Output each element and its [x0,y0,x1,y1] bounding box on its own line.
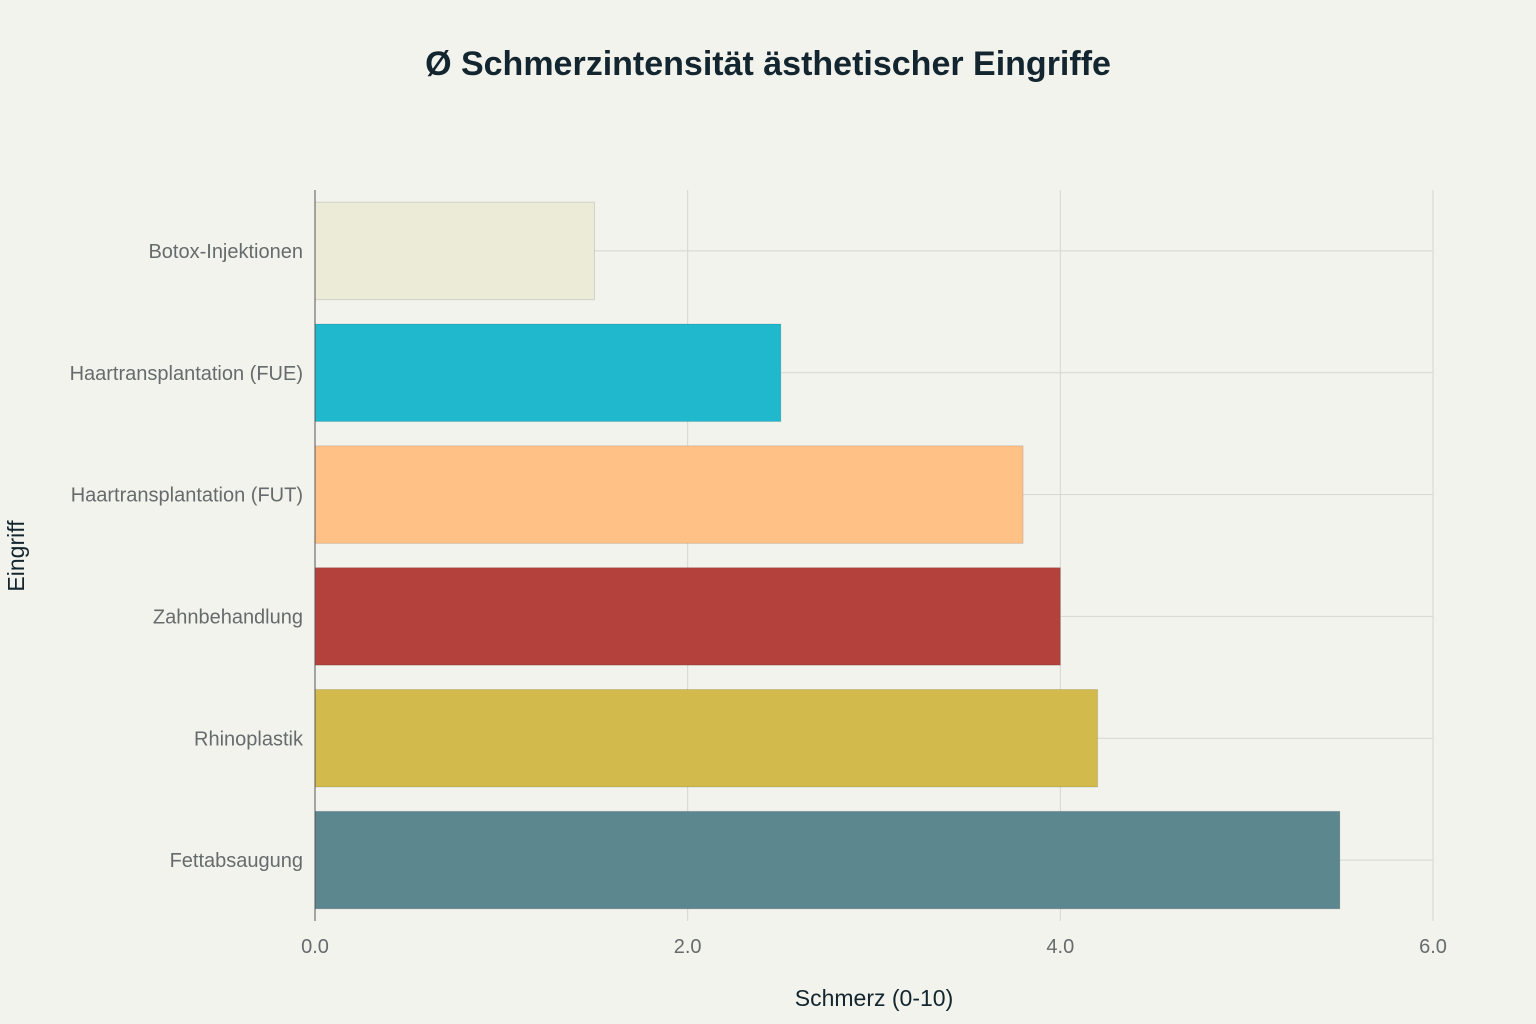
x-tick-label: 0.0 [301,936,329,958]
bar [314,445,1024,544]
bar [314,810,1341,910]
y-tick-label: Rhinoplastik [194,728,304,750]
bar [314,689,1099,788]
axes: 0.0 2.0 4.0 6.0 Botox-Injektionen Haartranspl… [70,190,1447,958]
bars [314,201,1341,910]
x-axis-title: Schmerz (0-10) [795,985,953,1011]
y-tick-label: Fettabsaugung [170,850,303,872]
x-tick-label: 4.0 [1046,936,1074,958]
y-tick-label: Botox-Injektionen [148,241,303,263]
x-tick-label: 6.0 [1419,936,1447,958]
y-tick-label: Zahnbehandlung [153,606,303,628]
bar [314,201,595,301]
y-axis-title: Eingriff [3,520,29,592]
y-tick-label: Haartransplantation (FUE) [70,363,303,385]
y-tick-label: Haartransplantation (FUT) [71,485,303,507]
chart-title: Ø Schmerzintensität ästhetischer Eingrif… [425,45,1111,83]
bar [314,567,1061,666]
bar [314,323,782,422]
x-tick-label: 2.0 [674,936,702,958]
